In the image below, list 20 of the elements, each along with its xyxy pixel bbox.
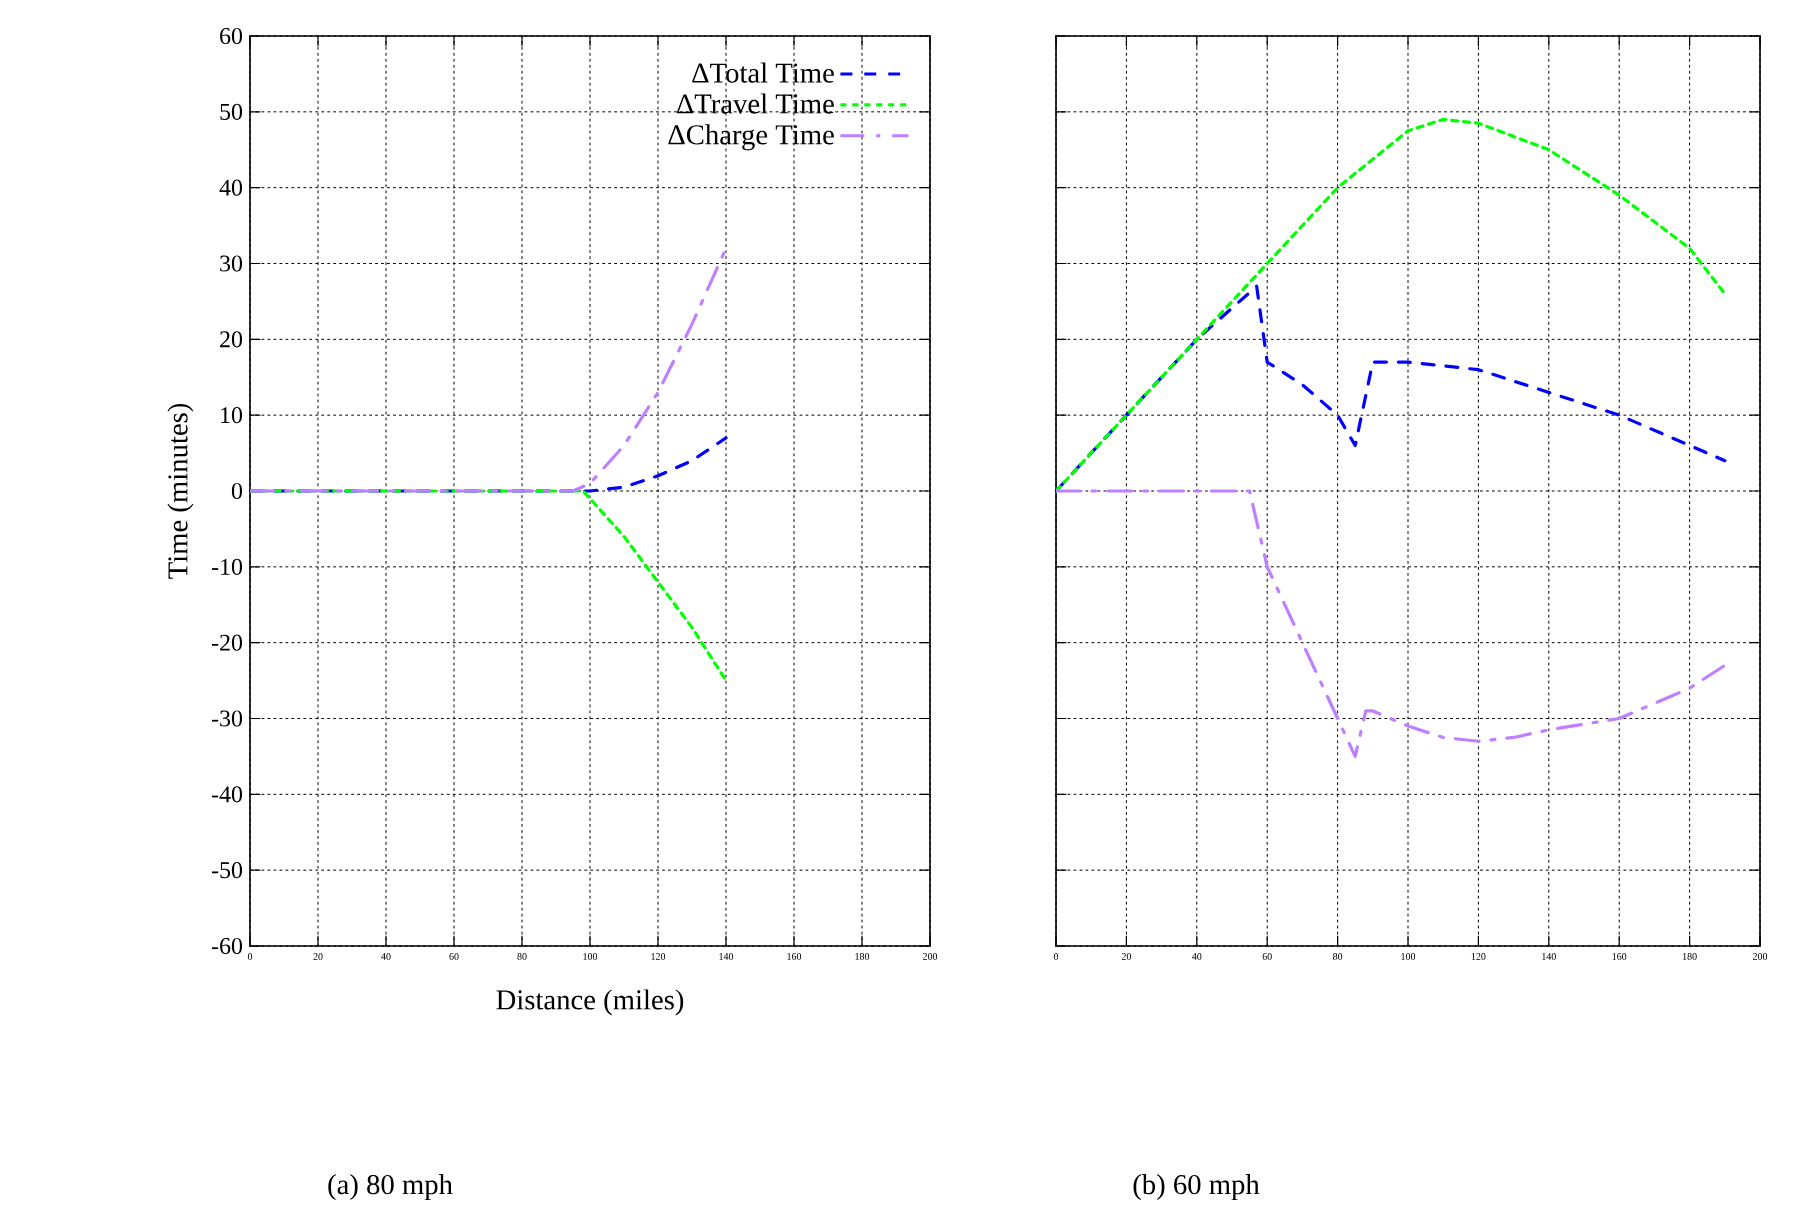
y-tick-label: -60 [211, 937, 243, 955]
legend-label: ΔCharge Time [668, 124, 834, 151]
x-axis-title: Distance (miles) [496, 989, 684, 1016]
legend-label: ΔTravel Time [676, 93, 834, 114]
y-tick-label: 10 [221, 407, 243, 424]
y-tick-label: -40 [211, 786, 243, 803]
y-axis-title: Time (minutes) [167, 403, 194, 579]
y-tick-label: 0 [231, 482, 243, 500]
y-tick-label: 60 [220, 27, 243, 45]
y-tick-label: -10 [211, 558, 243, 575]
y-tick-label: -50 [211, 862, 243, 879]
y-tick-label: -20 [211, 634, 243, 651]
legend-label: ΔTotal Time [692, 62, 834, 83]
y-tick-label: 40 [219, 179, 243, 196]
y-tick-label: 50 [220, 103, 243, 120]
y-tick-label: 30 [220, 255, 243, 272]
y-tick-label: 20 [220, 331, 243, 348]
text: (a) 80 mph [328, 1174, 453, 1201]
text: (b) 60 mph [1133, 1174, 1260, 1201]
y-tick-label: -30 [211, 710, 243, 727]
